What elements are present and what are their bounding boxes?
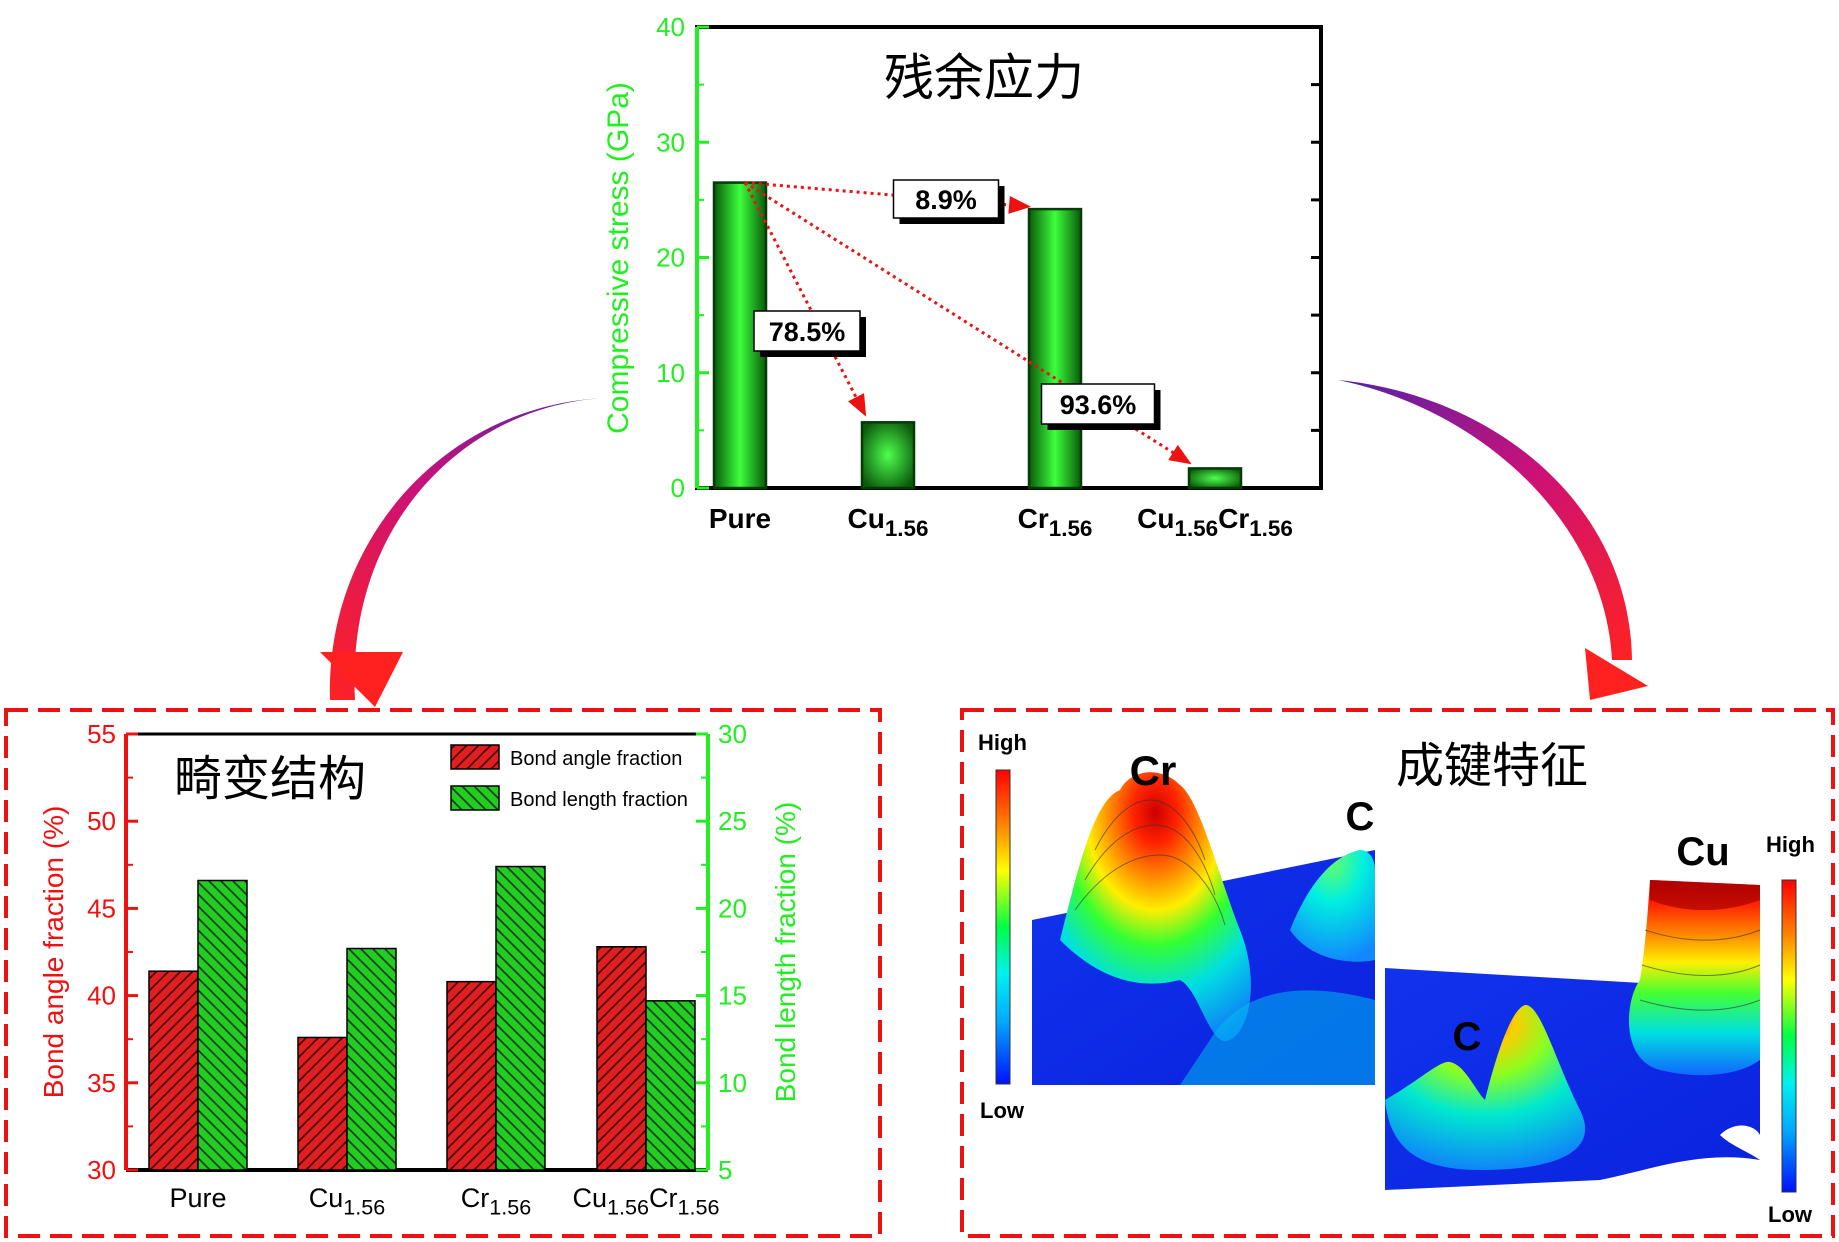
bars (148, 865, 696, 1171)
y-tick-label-30: 30 (656, 127, 685, 157)
x-tick-labels: Pure Cu1.56 Cr1.56 Cu1.56Cr1.56 (169, 1183, 719, 1220)
bar-1 (860, 421, 916, 490)
left-tick-label-35: 35 (87, 1068, 116, 1098)
c-peak-right (1385, 1004, 1586, 1170)
atom-label-cr: Cr (1130, 747, 1177, 794)
arrow-head-2 (1008, 195, 1032, 214)
distortion-panel-frame (4, 708, 882, 1238)
annotation-label: 8.9% (915, 185, 977, 215)
left-y-axis-label: Bond angle fraction (%) (38, 806, 69, 1099)
legend: Bond angle fraction Bond length fraction (450, 744, 688, 811)
y-tick-label-0: 0 (671, 473, 685, 503)
right-scale-high-label: High (1766, 832, 1815, 857)
left-y-ticks: 30 35 40 45 50 55 (87, 719, 138, 1185)
right-tick-label-20: 20 (718, 893, 747, 923)
right-tick-label-30: 30 (718, 719, 747, 749)
bar-2 (1027, 207, 1083, 490)
cr-c-density-surface (1032, 772, 1375, 1085)
bar-bond-angle-2 (446, 980, 497, 1171)
right-tick-label-10: 10 (718, 1068, 747, 1098)
arrow-line-1 (743, 181, 860, 402)
cr-peak (1060, 772, 1251, 1042)
reduction-arrows: 8.9% 78.5% 93.6% (743, 179, 1192, 465)
left-scale-low-label: Low (980, 1098, 1025, 1123)
left-tick-label-55: 55 (87, 719, 116, 749)
y-tick-label-20: 20 (656, 243, 685, 273)
atom-label-c-lower: C (1453, 1015, 1482, 1059)
bars (712, 181, 1243, 490)
c-peak (1290, 850, 1375, 962)
cu-pillar (1628, 880, 1760, 1076)
x-tick-label-2: Cr1.56 (461, 1183, 532, 1220)
chart-title: 残余应力 (884, 49, 1084, 107)
legend-label-bond-angle: Bond angle fraction (510, 748, 682, 770)
right-color-scale (1781, 879, 1797, 1193)
y-tick-label-40: 40 (656, 12, 685, 42)
right-scale-low-label: Low (1768, 1202, 1813, 1227)
annotation-box (892, 179, 1000, 219)
right-curved-arrow (1338, 380, 1632, 660)
y-ticks: 0 10 20 30 40 (656, 12, 709, 503)
bonding-illustration: High Low Cr C C Cu High (978, 730, 1815, 1227)
x-tick-labels: Pure Cu1.56 Cr1.56 Cu1.56Cr1.56 (709, 503, 1293, 541)
right-curved-arrowhead (1585, 648, 1648, 700)
x-tick-label-0: Pure (169, 1183, 226, 1213)
bonding-title: 成键特征 (1396, 738, 1588, 794)
bar-bond-angle-0 (148, 970, 199, 1171)
bar-bond-length-0 (197, 879, 248, 1171)
bar-3 (1187, 467, 1243, 490)
right-axis-ticks (1311, 25, 1321, 490)
left-curved-arrowhead (320, 652, 403, 707)
right-tick-label-5: 5 (718, 1155, 732, 1185)
legend-swatch-bond-length (450, 785, 500, 811)
left-tick-label-45: 45 (87, 893, 116, 923)
left-tick-label-40: 40 (87, 981, 116, 1011)
legend-label-bond-length: Bond length fraction (510, 789, 688, 811)
annotation-box (753, 310, 861, 352)
annotation-box (1040, 383, 1156, 425)
legend-swatch-bond-angle (450, 744, 500, 770)
bar-bond-length-3 (645, 1000, 696, 1171)
x-tick-label-2: Cr1.56 (1018, 503, 1093, 541)
right-tick-label-25: 25 (718, 806, 747, 836)
plot-frame (695, 25, 1323, 490)
arrow-head-3 (1168, 444, 1192, 465)
left-tick-label-30: 30 (87, 1155, 116, 1185)
right-tick-label-15: 15 (718, 981, 747, 1011)
left-color-scale (995, 769, 1011, 1085)
x-tick-label-3: Cu1.56Cr1.56 (572, 1183, 719, 1220)
chart-title: 畸变结构 (174, 751, 366, 807)
cu-c-density-surface (1385, 880, 1761, 1190)
arrow-head-1 (848, 393, 867, 417)
atom-label-cu: Cu (1676, 830, 1729, 874)
left-tick-label-50: 50 (87, 806, 116, 836)
bar-bond-length-1 (346, 947, 397, 1171)
annotation-label: 78.5% (769, 317, 846, 347)
x-tick-label-1: Cu1.56 (309, 1183, 386, 1220)
x-tick-label-0: Pure (709, 503, 771, 534)
bar-bond-angle-3 (596, 946, 647, 1171)
annotation-label: 93.6% (1060, 390, 1137, 420)
bonding-panel-frame (960, 708, 1835, 1238)
left-scale-high-label: High (978, 730, 1027, 755)
arrow-line-3 (744, 181, 1178, 456)
bar-bond-angle-1 (297, 1036, 348, 1171)
x-tick-label-1: Cu1.56 (848, 503, 929, 541)
x-tick-label-3: Cu1.56Cr1.56 (1137, 503, 1293, 541)
right-y-axis-label: Bond length fraction (%) (770, 802, 801, 1102)
atom-label-c-upper: C (1346, 795, 1375, 839)
bar-bond-length-2 (495, 865, 546, 1171)
y-tick-label-10: 10 (656, 358, 685, 388)
y-axis-label: Compressive stress (GPa) (602, 82, 635, 434)
right-y-ticks: 5 10 15 20 25 30 (696, 719, 747, 1185)
